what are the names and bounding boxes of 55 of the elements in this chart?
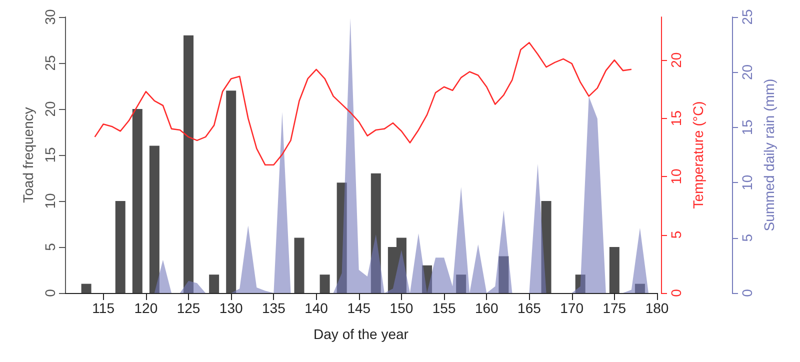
y2-tick-label: 20 (668, 52, 684, 68)
y2-tick-label: 10 (668, 168, 684, 184)
x-tick-label: 160 (474, 300, 499, 316)
y-tick-label: 15 (42, 147, 58, 163)
bar (226, 90, 236, 293)
x-tick-label: 150 (390, 300, 414, 316)
bar (456, 274, 466, 293)
y3-tick-label: 20 (739, 64, 755, 80)
bar (184, 35, 194, 293)
bar (132, 109, 142, 293)
y3-tick-label: 10 (739, 174, 755, 190)
x-tick-label: 155 (432, 300, 456, 316)
line-series (94, 42, 632, 166)
bar (422, 265, 432, 293)
x-tick-label: 120 (134, 300, 158, 316)
y-tick-label: 20 (42, 101, 58, 117)
bar (370, 173, 381, 293)
bar (541, 201, 552, 293)
x-tick-label: 125 (176, 300, 200, 316)
bar (609, 247, 620, 293)
y-axis-title: Toad frequency (20, 107, 36, 203)
bar (294, 238, 304, 293)
y2-tick-label: 0 (668, 288, 684, 297)
x-tick-label: 145 (347, 300, 371, 316)
x-tick-label: 115 (92, 300, 115, 316)
bar (81, 284, 92, 293)
x-tick-label: 180 (645, 300, 669, 316)
x-tick-label: 130 (219, 300, 243, 316)
y-tick-label: 30 (42, 9, 58, 25)
bar (498, 256, 509, 293)
bar (209, 274, 220, 293)
y2-axis-title: Temperature (°C) (690, 101, 706, 209)
y-tick-label: 0 (42, 288, 58, 297)
bar (149, 146, 160, 293)
y3-tick-label: 0 (739, 288, 755, 297)
bar (575, 274, 586, 293)
bar (115, 201, 126, 293)
y-tick-label: 10 (42, 193, 58, 209)
x-tick-label: 175 (602, 300, 626, 316)
y3-tick-label: 25 (739, 9, 755, 25)
bar (320, 274, 330, 293)
y3-tick-label: 15 (739, 119, 755, 136)
x-tick-label: 165 (518, 300, 542, 316)
y3-tick-label: 5 (739, 234, 755, 242)
x-tick-label: 170 (560, 300, 584, 316)
y2-tick-label: 5 (668, 230, 684, 239)
y3-axis-title: Summed daily rain (mm) (760, 78, 777, 232)
x-axis-title: Day of the year (314, 326, 409, 342)
y2-tick-label: 15 (668, 110, 684, 126)
y-tick-label: 5 (42, 242, 58, 251)
x-tick-label: 140 (304, 300, 328, 316)
bar (336, 182, 347, 293)
x-tick-label: 135 (262, 300, 286, 316)
y-tick-label: 25 (42, 55, 58, 71)
bar (634, 284, 645, 293)
